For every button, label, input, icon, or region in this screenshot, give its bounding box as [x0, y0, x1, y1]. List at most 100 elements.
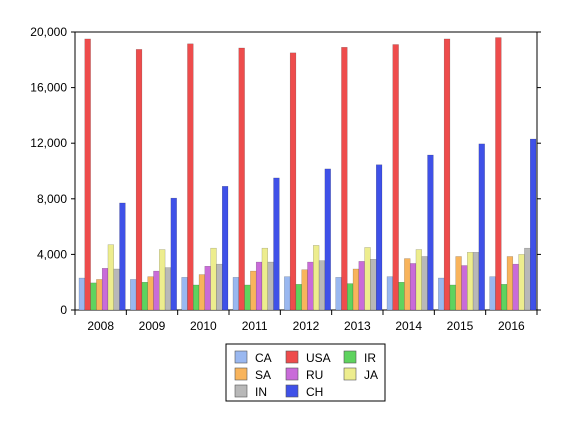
- legend-label-in: IN: [255, 385, 267, 399]
- bar-in-2008: [113, 268, 120, 311]
- legend-label-ca: CA: [255, 351, 272, 365]
- bar-ja-2016: [518, 254, 525, 311]
- bar-sa-2015: [455, 256, 462, 311]
- bar-ca-2012: [284, 276, 291, 311]
- bar-ja-2009: [159, 249, 166, 311]
- bar-ja-2015: [467, 252, 474, 311]
- bar-ja-2011: [261, 247, 268, 311]
- bar-ru-2008: [101, 268, 109, 311]
- legend-swatch-ja: [343, 367, 357, 381]
- bar-ir-2012: [295, 284, 302, 311]
- y-axis: 0 4,000 8,000 12,000 16,000 20,000: [30, 25, 541, 317]
- bar-ir-2013: [347, 283, 354, 311]
- bar-usa-2009: [135, 49, 143, 311]
- bar-ru-2009: [153, 270, 160, 311]
- legend-swatch-sa: [234, 367, 248, 381]
- bar-ir-2014: [398, 282, 405, 311]
- bar-usa-2010: [187, 43, 194, 311]
- bar-ja-2012: [313, 245, 320, 311]
- legend-label-ch: CH: [306, 385, 323, 399]
- bar-ca-2009: [130, 279, 137, 311]
- bar-ja-2014: [415, 249, 422, 311]
- x-tick-label: 2009: [139, 319, 166, 333]
- y-tick-label: 8,000: [37, 192, 67, 206]
- bar-ch-2010: [222, 186, 229, 311]
- y-tick-label: 16,000: [30, 81, 67, 95]
- bar-ru-2014: [409, 263, 417, 311]
- bar-ca-2014: [386, 276, 393, 311]
- bar-ca-2010: [181, 277, 188, 311]
- bar-ch-2012: [324, 168, 331, 311]
- bar-in-2010: [216, 263, 223, 311]
- bar-sa-2014: [404, 258, 411, 311]
- y-tick-label: 4,000: [37, 247, 67, 261]
- bar-in-2009: [164, 267, 172, 311]
- x-tick-label: 2008: [87, 319, 114, 333]
- bar-ru-2012: [307, 261, 314, 311]
- bar-ca-2016: [489, 276, 496, 311]
- y-tick-label: 20,000: [30, 25, 67, 39]
- x-tick-label: 2016: [498, 319, 525, 333]
- bar-in-2012: [318, 260, 326, 311]
- legend-label-ja: JA: [364, 368, 378, 382]
- legend-swatch-ca: [234, 350, 248, 364]
- bar-ch-2014: [427, 154, 434, 311]
- bar-usa-2016: [495, 37, 502, 311]
- legend-label-ru: RU: [306, 368, 323, 382]
- y-tick-label: 12,000: [30, 136, 67, 150]
- bar-sa-2016: [506, 256, 514, 311]
- bar-ir-2009: [141, 282, 148, 311]
- bar-ca-2015: [438, 277, 445, 311]
- legend-swatch-ch: [285, 384, 299, 398]
- bar-in-2016: [524, 247, 531, 311]
- bar-sa-2009: [147, 276, 154, 311]
- bar-ru-2016: [512, 263, 519, 311]
- bar-ru-2010: [204, 266, 211, 311]
- bar-ja-2008: [107, 244, 114, 311]
- bar-usa-2012: [289, 52, 297, 311]
- bar-sa-2008: [96, 279, 103, 311]
- bar-ru-2013: [358, 261, 365, 311]
- bar-ja-2013: [364, 247, 371, 311]
- bar-ru-2015: [461, 265, 468, 311]
- bar-ir-2011: [244, 284, 251, 311]
- bar-in-2014: [421, 256, 428, 311]
- bar-sa-2010: [198, 274, 206, 311]
- bar-ch-2015: [478, 143, 485, 311]
- bar-ir-2016: [501, 284, 508, 311]
- bar-ru-2011: [255, 261, 263, 311]
- bar-usa-2008: [84, 38, 91, 311]
- legend-label-usa: USA: [306, 351, 331, 365]
- bars-group: [78, 37, 537, 311]
- legend-box: [225, 343, 386, 402]
- bar-ch-2013: [376, 164, 383, 311]
- legend-swatch-usa: [285, 350, 299, 364]
- bar-ir-2010: [193, 284, 200, 311]
- bar-sa-2012: [301, 269, 308, 311]
- x-tick-label: 2010: [190, 319, 217, 333]
- x-tick-label: 2013: [344, 319, 371, 333]
- legend-swatch-ir: [343, 350, 357, 364]
- bar-ca-2008: [78, 277, 85, 311]
- bar-ch-2009: [170, 197, 177, 311]
- bar-ir-2008: [90, 282, 97, 311]
- bar-ca-2013: [335, 277, 342, 311]
- bar-in-2015: [472, 252, 480, 311]
- bar-ja-2010: [210, 247, 217, 311]
- bar-ch-2008: [119, 202, 126, 311]
- bar-ch-2016: [530, 138, 537, 311]
- bar-in-2011: [267, 261, 274, 311]
- legend-label-ir: IR: [364, 351, 376, 365]
- bar-usa-2015: [443, 38, 451, 311]
- x-tick-label: 2015: [447, 319, 474, 333]
- legend-swatch-ru: [285, 367, 299, 381]
- bar-ca-2011: [232, 277, 239, 311]
- bar-ir-2015: [449, 284, 456, 311]
- legend-label-sa: SA: [255, 368, 271, 382]
- x-tick-label: 2012: [293, 319, 320, 333]
- bar-sa-2013: [352, 268, 360, 311]
- bar-usa-2011: [238, 47, 245, 311]
- bar-sa-2011: [250, 270, 257, 311]
